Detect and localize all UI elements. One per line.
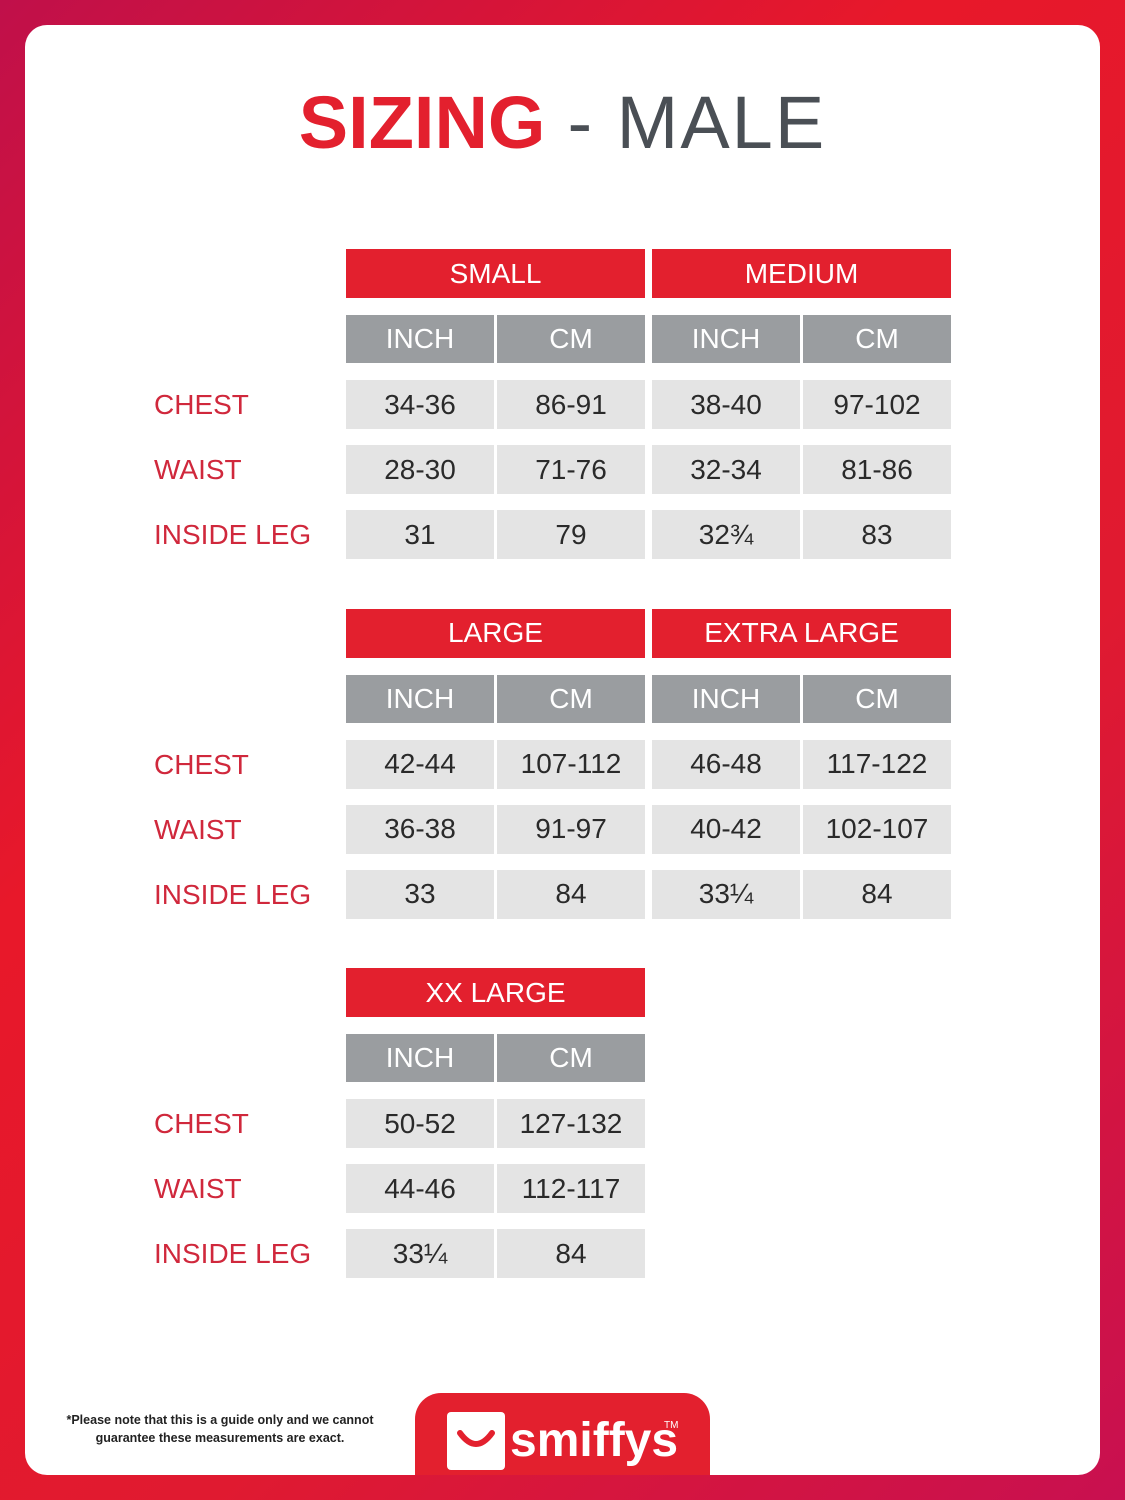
value-cell: 50-52 bbox=[346, 1099, 494, 1148]
value-cell: 127-132 bbox=[497, 1099, 645, 1148]
value-cell: 28-30 bbox=[346, 445, 494, 494]
unit-header: INCH bbox=[346, 674, 494, 723]
value-cell: 34-36 bbox=[346, 380, 494, 429]
unit-header: INCH bbox=[652, 674, 800, 723]
value-cell: 107-112 bbox=[497, 739, 645, 789]
value-cell: 91-97 bbox=[497, 804, 645, 854]
unit-header: CM bbox=[803, 315, 951, 363]
row-label: CHEST bbox=[154, 1108, 249, 1139]
footnote: *Please note that this is a guide only a… bbox=[66, 1413, 374, 1427]
size-header: EXTRA LARGE bbox=[652, 608, 951, 658]
unit-header: INCH bbox=[652, 315, 800, 363]
value-cell: 44-46 bbox=[346, 1164, 494, 1213]
smile bbox=[457, 1430, 495, 1447]
title-bold: SIZING bbox=[298, 81, 546, 164]
unit-header: CM bbox=[497, 674, 645, 723]
logo-mark: TM bbox=[664, 1420, 679, 1431]
unit-header: CM bbox=[497, 1034, 645, 1082]
size-header: SMALL bbox=[346, 249, 645, 298]
value-cell: 42-44 bbox=[346, 739, 494, 789]
title-rest: - MALE bbox=[567, 81, 827, 164]
value-cell: 33¼ bbox=[346, 1229, 494, 1278]
value-cell: 97-102 bbox=[803, 380, 951, 429]
size-header: MEDIUM bbox=[652, 249, 951, 298]
value-cell: 71-76 bbox=[497, 445, 645, 494]
value-cell: 32-34 bbox=[652, 445, 800, 494]
value-cell: 117-122 bbox=[803, 739, 951, 789]
unit-header: CM bbox=[803, 674, 951, 723]
unit-header: CM bbox=[497, 315, 645, 363]
value-cell: 31 bbox=[346, 510, 494, 559]
value-cell: 33 bbox=[346, 869, 494, 919]
value-cell: 81-86 bbox=[803, 445, 951, 494]
logo-name: smiffys bbox=[510, 1413, 679, 1467]
value-cell: 84 bbox=[497, 869, 645, 919]
value-cell: 32¾ bbox=[652, 510, 800, 559]
value-cell: 86-91 bbox=[497, 380, 645, 429]
unit-header: INCH bbox=[346, 1034, 494, 1082]
value-cell: 84 bbox=[497, 1229, 645, 1278]
row-label: WAIST bbox=[154, 813, 242, 845]
row-label: WAIST bbox=[154, 1173, 242, 1204]
row-label: WAIST bbox=[154, 454, 242, 485]
value-cell: 38-40 bbox=[652, 380, 800, 429]
title: SIZING - MALE bbox=[0, 75, 1125, 170]
logo-icon bbox=[447, 1412, 505, 1470]
row-label: INSIDE LEG bbox=[154, 519, 312, 550]
value-cell: 112-117 bbox=[497, 1164, 645, 1213]
size-header: LARGE bbox=[346, 608, 645, 658]
value-cell: 33¼ bbox=[652, 869, 800, 919]
value-cell: 40-42 bbox=[652, 804, 800, 854]
value-cell: 36-38 bbox=[346, 804, 494, 854]
row-label: CHEST bbox=[154, 389, 249, 420]
value-cell: 79 bbox=[497, 510, 645, 559]
value-cell: 102-107 bbox=[803, 804, 951, 854]
size-header: XX LARGE bbox=[346, 968, 645, 1017]
row-label: CHEST bbox=[154, 748, 249, 780]
footnote: guarantee these measurements are exact. bbox=[95, 1431, 345, 1445]
value-cell: 84 bbox=[803, 869, 951, 919]
row-label: INSIDE LEG bbox=[154, 878, 312, 910]
unit-header: INCH bbox=[346, 315, 494, 363]
row-label: INSIDE LEG bbox=[154, 1238, 312, 1269]
value-cell: 83 bbox=[803, 510, 951, 559]
value-cell: 46-48 bbox=[652, 739, 800, 789]
